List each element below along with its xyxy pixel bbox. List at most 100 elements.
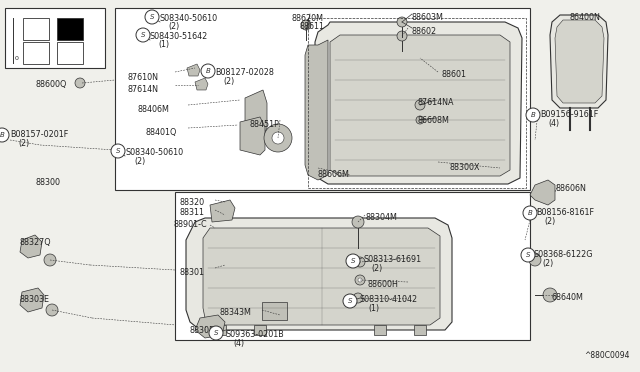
Text: S: S [348, 298, 352, 304]
Text: (2): (2) [544, 217, 556, 226]
Polygon shape [210, 200, 235, 222]
Text: S: S [150, 14, 154, 20]
Bar [23, 18, 49, 40]
Text: 88401Q: 88401Q [145, 128, 177, 137]
Text: 88303E: 88303E [20, 295, 50, 304]
Circle shape [353, 293, 363, 303]
Polygon shape [186, 218, 452, 330]
Polygon shape [187, 64, 200, 76]
Circle shape [343, 294, 357, 308]
Circle shape [0, 128, 9, 142]
Text: 88601: 88601 [442, 70, 467, 79]
Bar [57, 42, 83, 64]
Bar [414, 325, 426, 335]
Text: B08157-0201F: B08157-0201F [10, 130, 68, 139]
Text: (4): (4) [548, 119, 559, 128]
Bar [262, 302, 287, 320]
Polygon shape [195, 315, 225, 338]
Circle shape [111, 144, 125, 158]
Text: 88301: 88301 [180, 268, 205, 277]
Circle shape [301, 20, 311, 30]
Polygon shape [305, 40, 328, 180]
Text: 88600H: 88600H [368, 280, 399, 289]
Text: 88300X: 88300X [450, 163, 481, 172]
Text: 88600Q: 88600Q [35, 80, 67, 89]
Polygon shape [555, 20, 604, 103]
Text: (2): (2) [371, 264, 382, 273]
Text: 88304M: 88304M [365, 213, 397, 222]
Circle shape [416, 116, 424, 124]
Text: S08340-50610: S08340-50610 [126, 148, 184, 157]
Polygon shape [20, 235, 42, 258]
Circle shape [75, 78, 85, 88]
Circle shape [523, 206, 537, 220]
Text: 88451P: 88451P [250, 120, 280, 129]
Text: 68640M: 68640M [552, 293, 584, 302]
Circle shape [529, 254, 541, 266]
Text: 86400N: 86400N [570, 13, 601, 22]
Text: B: B [531, 112, 536, 118]
Circle shape [526, 108, 540, 122]
Circle shape [136, 28, 150, 42]
Bar [115, 8, 530, 190]
Text: 88606M: 88606M [318, 170, 350, 179]
Polygon shape [550, 15, 608, 108]
Text: (2): (2) [18, 139, 29, 148]
Circle shape [355, 275, 365, 285]
Text: (2): (2) [134, 157, 145, 166]
Text: 87610N: 87610N [128, 73, 159, 82]
Text: 88327Q: 88327Q [20, 238, 52, 247]
Text: (4): (4) [233, 339, 244, 348]
Circle shape [264, 124, 292, 152]
Polygon shape [315, 22, 522, 184]
Text: 88305: 88305 [190, 326, 215, 335]
Circle shape [397, 17, 407, 27]
Text: B: B [527, 210, 532, 216]
Text: S08340-50610: S08340-50610 [160, 14, 218, 23]
Text: S: S [525, 252, 531, 258]
Polygon shape [330, 35, 510, 176]
Circle shape [201, 64, 215, 78]
Text: 88611: 88611 [300, 22, 325, 31]
Text: S08430-51642: S08430-51642 [150, 32, 208, 41]
Text: S08368-6122G: S08368-6122G [534, 250, 593, 259]
Bar [23, 42, 49, 64]
Circle shape [46, 304, 58, 316]
Text: (2): (2) [168, 22, 179, 31]
Circle shape [355, 257, 365, 267]
Text: S: S [214, 330, 218, 336]
Text: S08313-61691: S08313-61691 [363, 255, 421, 264]
Text: S08310-41042: S08310-41042 [360, 295, 418, 304]
Bar [175, 192, 530, 340]
Text: 88603M: 88603M [412, 13, 444, 22]
Text: B: B [0, 132, 4, 138]
Circle shape [521, 248, 535, 262]
Circle shape [44, 254, 56, 266]
Circle shape [272, 132, 284, 144]
Text: 0: 0 [15, 56, 19, 61]
Text: ^880C0094: ^880C0094 [584, 351, 630, 360]
Text: (1): (1) [158, 40, 169, 49]
Polygon shape [530, 180, 555, 205]
Text: (2): (2) [542, 259, 553, 268]
Polygon shape [195, 78, 208, 90]
Circle shape [209, 326, 223, 340]
Text: 88901-C: 88901-C [174, 220, 207, 229]
Text: B08156-8161F: B08156-8161F [536, 208, 594, 217]
Circle shape [145, 10, 159, 24]
Circle shape [352, 216, 364, 228]
Text: S: S [351, 258, 355, 264]
Bar [5, 8, 105, 68]
Text: B08127-02028: B08127-02028 [215, 68, 274, 77]
Text: 87614N: 87614N [128, 85, 159, 94]
Polygon shape [245, 90, 267, 136]
Polygon shape [20, 288, 44, 312]
Text: 88343M: 88343M [220, 308, 252, 317]
Bar [254, 325, 266, 335]
Polygon shape [240, 117, 265, 155]
Circle shape [543, 288, 557, 302]
Text: (2): (2) [223, 77, 234, 86]
Polygon shape [203, 228, 440, 325]
Text: S: S [116, 148, 120, 154]
Circle shape [346, 254, 360, 268]
